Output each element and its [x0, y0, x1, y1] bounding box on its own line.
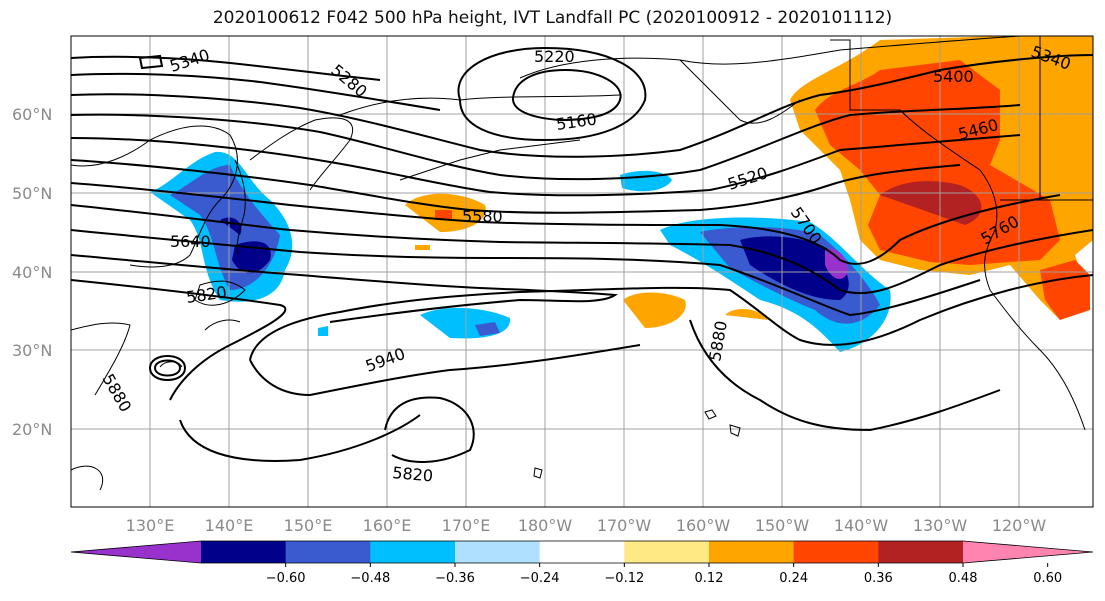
contour-label: 5400 — [933, 67, 974, 86]
ivt-negative-region — [318, 326, 328, 336]
ivt-positive-region — [1040, 260, 1090, 320]
ivt-positive-region — [815, 60, 1060, 265]
ivt-negative-region — [232, 241, 271, 274]
colorbar-segment — [455, 541, 541, 563]
longitude-labels: 130°E 140°E 150°E 160°E 170°E 180°W 170°… — [126, 516, 1047, 535]
colorbar-tick-label: 0.24 — [779, 571, 808, 586]
colorbar-segment — [793, 541, 879, 563]
colorbar-segment — [539, 541, 625, 563]
ivt-positive-region — [435, 210, 452, 220]
colorbar-segment — [878, 541, 964, 563]
lat-label: 20°N — [12, 420, 52, 439]
lon-label: 170°E — [442, 516, 491, 535]
chart-title: 2020100612 F042 500 hPa height, IVT Land… — [212, 8, 893, 28]
contour-label: 5820 — [392, 463, 434, 485]
colorbar-segment — [370, 541, 456, 563]
latitude-labels: 60°N 50°N 40°N 30°N 20°N — [12, 105, 52, 439]
map-frame — [70, 35, 1094, 508]
colorbar-tick-label: 0.12 — [695, 571, 724, 586]
lon-label: 130°E — [126, 516, 175, 535]
ivt-negative-region — [825, 248, 848, 279]
ivt-positive-region — [415, 245, 430, 250]
colorbar-tick-label: −0.12 — [604, 571, 644, 586]
colorbar-segment — [709, 541, 795, 563]
lon-label: 160°W — [676, 516, 731, 535]
lat-label: 60°N — [12, 105, 52, 124]
lat-label: 50°N — [12, 184, 52, 203]
ivt-negative-region — [740, 236, 849, 300]
colorbar-extend-high — [963, 541, 1093, 563]
colorbar-segment — [201, 541, 287, 563]
contour-label: 5580 — [462, 207, 503, 226]
contour-label: 5220 — [534, 47, 575, 66]
colorbar-segment — [285, 541, 371, 563]
contour-label: 5640 — [170, 232, 211, 251]
colorbar-tick-label: 0.60 — [1033, 571, 1062, 586]
colorbar-tick-label: −0.24 — [520, 571, 560, 586]
ivt-positive-region — [725, 308, 768, 320]
ivt-positive-region — [880, 181, 982, 225]
lon-label: 150°E — [284, 516, 333, 535]
colorbar-tick-label: 0.48 — [949, 571, 978, 586]
colorbar-segment — [624, 541, 710, 563]
lon-label: 130°W — [913, 516, 968, 535]
ivt-positive-region — [623, 292, 686, 328]
lon-label: 140°E — [205, 516, 254, 535]
lon-label: 170°W — [597, 516, 652, 535]
colorbar-tick-label: −0.36 — [435, 571, 475, 586]
colorbar: −0.60 −0.48 −0.36 −0.24 −0.12 0.12 0.24 0.36 0.4… — [70, 540, 1094, 586]
colorbar-extend-low — [71, 541, 201, 563]
lon-label: 160°E — [363, 516, 412, 535]
colorbar-outline — [70, 540, 1094, 564]
lat-label: 30°N — [12, 341, 52, 360]
colorbar-tick-label: 0.36 — [864, 571, 893, 586]
height-contours — [71, 46, 1093, 463]
colorbar-tick-label: −0.48 — [350, 571, 390, 586]
lon-label: 120°W — [992, 516, 1047, 535]
lon-label: 150°W — [755, 516, 810, 535]
colorbar-tick-label: −0.60 — [266, 571, 306, 586]
lat-label: 40°N — [12, 263, 52, 282]
lon-label: 180°W — [518, 516, 573, 535]
lon-label: 140°W — [834, 516, 889, 535]
graticule — [71, 36, 1093, 507]
ivt-negative-region — [475, 322, 500, 336]
